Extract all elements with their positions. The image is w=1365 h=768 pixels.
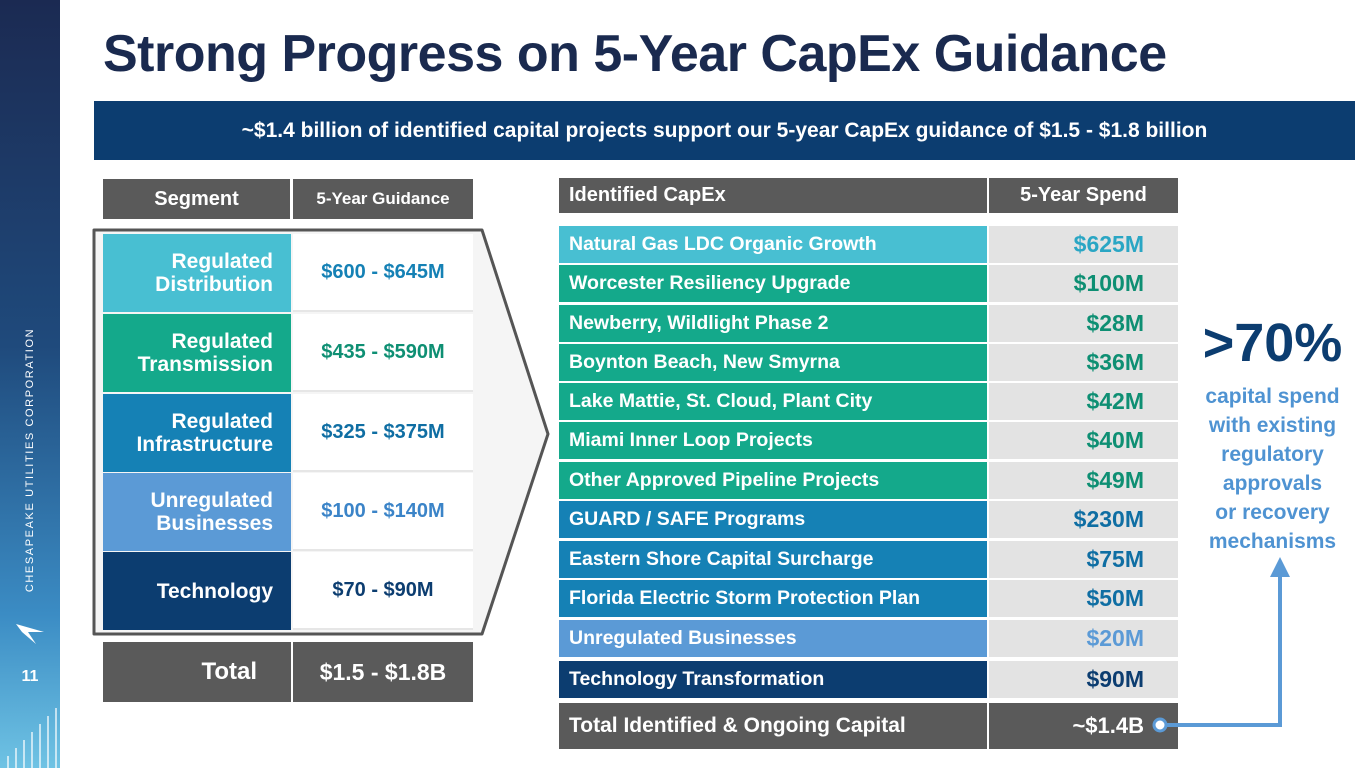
capex-total-label: Total Identified & Ongoing Capital: [559, 703, 987, 749]
segment-cell: Regulated Transmission: [103, 314, 291, 392]
capex-total-row: Total Identified & Ongoing Capital ~$1.4…: [559, 703, 1178, 749]
segment-header: Segment: [103, 179, 290, 219]
project-name: Florida Electric Storm Protection Plan: [559, 580, 987, 617]
project-name: Boynton Beach, New Smyrna: [559, 344, 987, 381]
guidance-total-label: Total: [103, 642, 291, 702]
project-name: GUARD / SAFE Programs: [559, 501, 987, 538]
capex-row: Worcester Resiliency Upgrade $100M: [559, 265, 1178, 302]
guidance-cell: $600 - $645M: [293, 234, 473, 312]
callout-line: or recovery: [1215, 501, 1330, 524]
project-name: Technology Transformation: [559, 661, 987, 698]
capex-row: Technology Transformation $90M: [559, 661, 1178, 698]
callout-line: mechanisms: [1208, 530, 1337, 553]
project-name: Other Approved Pipeline Projects: [559, 462, 987, 499]
project-spend: $28M: [989, 305, 1178, 342]
callout-line: with existing: [1208, 414, 1337, 437]
project-spend: $40M: [989, 422, 1178, 459]
guidance-cell: $70 - $90M: [293, 552, 473, 630]
sidebar: CHESAPEAKE UTILITIES CORPORATION 11: [0, 0, 60, 768]
capex-row: Natural Gas LDC Organic Growth $625M: [559, 226, 1178, 263]
capex-row: GUARD / SAFE Programs $230M: [559, 501, 1178, 538]
project-spend: $42M: [989, 383, 1178, 420]
project-spend: $50M: [989, 580, 1178, 617]
bird-logo-icon: [16, 624, 44, 644]
project-spend: $230M: [989, 501, 1178, 538]
decorative-lines: [7, 708, 57, 768]
segment-cell: Unregulated Businesses: [103, 473, 291, 551]
page-title: Strong Progress on 5-Year CapEx Guidance: [103, 25, 1167, 83]
percent-callout: >70%: [1202, 313, 1343, 373]
project-name: Worcester Resiliency Upgrade: [559, 265, 987, 302]
project-spend: $75M: [989, 541, 1178, 578]
project-spend: $49M: [989, 462, 1178, 499]
callout-text: capital spend with existing regulatory a…: [1190, 382, 1355, 556]
connector-arrow-icon: [1152, 557, 1290, 733]
capex-row: Unregulated Businesses $20M: [559, 620, 1178, 657]
segment-cell: Regulated Distribution: [103, 234, 291, 312]
capex-row: Lake Mattie, St. Cloud, Plant City $42M: [559, 383, 1178, 420]
project-name: Unregulated Businesses: [559, 620, 987, 657]
segment-cell: Regulated Infrastructure: [103, 394, 291, 472]
project-name: Newberry, Wildlight Phase 2: [559, 305, 987, 342]
project-name: Natural Gas LDC Organic Growth: [559, 226, 987, 263]
capex-row: Miami Inner Loop Projects $40M: [559, 422, 1178, 459]
project-spend: $625M: [989, 226, 1178, 263]
capex-row: Other Approved Pipeline Projects $49M: [559, 462, 1178, 499]
project-spend: $36M: [989, 344, 1178, 381]
company-name: CHESAPEAKE UTILITIES CORPORATION: [24, 327, 36, 593]
identified-capex-header: Identified CapEx: [559, 178, 987, 213]
project-name: Miami Inner Loop Projects: [559, 422, 987, 459]
page-number: 11: [21, 668, 39, 685]
capex-total-value: ~$1.4B: [989, 703, 1178, 749]
capex-row: Florida Electric Storm Protection Plan $5…: [559, 580, 1178, 617]
project-name: Lake Mattie, St. Cloud, Plant City: [559, 383, 987, 420]
project-spend: $90M: [989, 661, 1178, 698]
project-spend: $100M: [989, 265, 1178, 302]
project-name: Eastern Shore Capital Surcharge: [559, 541, 987, 578]
guidance-cell: $100 - $140M: [293, 473, 473, 551]
callout-line: approvals: [1222, 472, 1323, 495]
subtitle-banner: ~$1.4 billion of identified capital proj…: [94, 101, 1355, 160]
guidance-total-value: $1.5 - $1.8B: [293, 642, 473, 702]
guidance-cell: $325 - $375M: [293, 394, 473, 472]
project-spend: $20M: [989, 620, 1178, 657]
capex-row: Newberry, Wildlight Phase 2 $28M: [559, 305, 1178, 342]
five-year-spend-header: 5-Year Spend: [989, 178, 1178, 213]
guidance-header: 5-Year Guidance: [293, 179, 473, 219]
capex-row: Eastern Shore Capital Surcharge $75M: [559, 541, 1178, 578]
callout-line: capital spend: [1205, 385, 1340, 408]
segment-cell: Technology: [103, 552, 291, 630]
capex-row: Boynton Beach, New Smyrna $36M: [559, 344, 1178, 381]
guidance-cell: $435 - $590M: [293, 314, 473, 392]
callout-line: regulatory: [1221, 443, 1324, 466]
